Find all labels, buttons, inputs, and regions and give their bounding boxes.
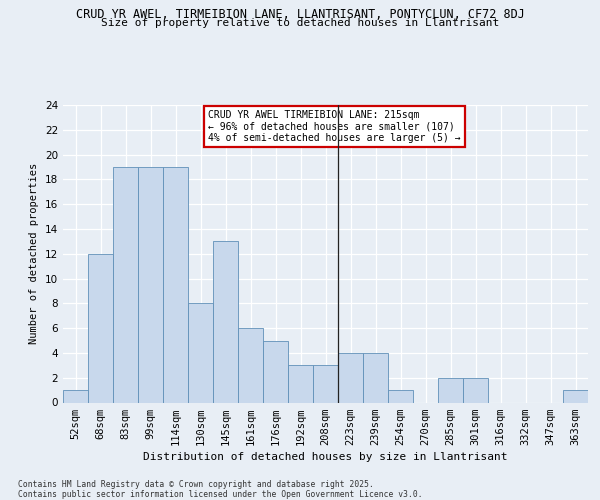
- Bar: [263, 340, 288, 402]
- Bar: [188, 304, 213, 402]
- Bar: [313, 366, 338, 403]
- Bar: [63, 390, 88, 402]
- Text: Size of property relative to detached houses in Llantrisant: Size of property relative to detached ho…: [101, 18, 499, 28]
- Bar: [163, 167, 188, 402]
- Text: CRUD YR AWEL, TIRMEIBION LANE, LLANTRISANT, PONTYCLUN, CF72 8DJ: CRUD YR AWEL, TIRMEIBION LANE, LLANTRISA…: [76, 8, 524, 20]
- Bar: [113, 167, 138, 402]
- Bar: [288, 366, 313, 403]
- Bar: [238, 328, 263, 402]
- Bar: [363, 353, 388, 403]
- Bar: [388, 390, 413, 402]
- Bar: [138, 167, 163, 402]
- Bar: [88, 254, 113, 402]
- X-axis label: Distribution of detached houses by size in Llantrisant: Distribution of detached houses by size …: [143, 452, 508, 462]
- Bar: [213, 242, 238, 402]
- Bar: [563, 390, 588, 402]
- Bar: [338, 353, 363, 403]
- Text: Contains HM Land Registry data © Crown copyright and database right 2025.
Contai: Contains HM Land Registry data © Crown c…: [18, 480, 422, 499]
- Text: CRUD YR AWEL TIRMEIBION LANE: 215sqm
← 96% of detached houses are smaller (107)
: CRUD YR AWEL TIRMEIBION LANE: 215sqm ← 9…: [208, 110, 461, 143]
- Bar: [463, 378, 488, 402]
- Bar: [438, 378, 463, 402]
- Y-axis label: Number of detached properties: Number of detached properties: [29, 163, 40, 344]
